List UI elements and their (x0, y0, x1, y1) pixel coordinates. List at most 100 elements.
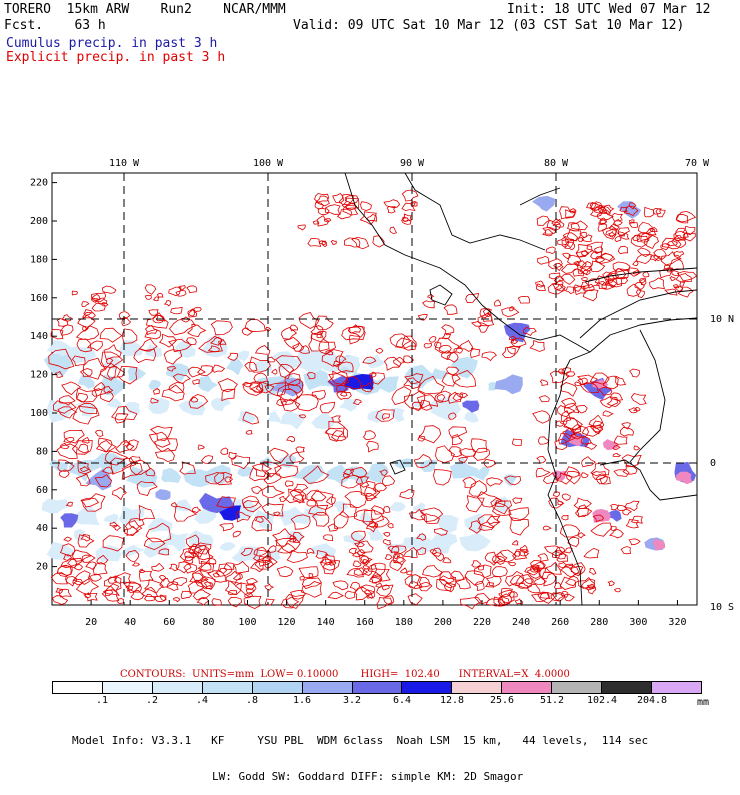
precip-contour (485, 598, 502, 607)
precip-contour (359, 211, 377, 226)
strong-cumulus-cell (617, 201, 642, 219)
precip-contour (54, 370, 64, 378)
precip-contour (560, 397, 577, 409)
precip-contour (679, 281, 686, 287)
precip-contour (295, 446, 305, 454)
cumulus-fill-cell (405, 364, 438, 389)
precip-contour (274, 464, 299, 479)
precip-contour (60, 442, 70, 449)
precip-contour (551, 591, 566, 602)
precip-contour (486, 515, 501, 525)
precip-contour (443, 304, 458, 315)
precip-contour (197, 560, 212, 571)
precip-contour (643, 206, 655, 218)
precip-contour (327, 591, 345, 600)
precip-contour (387, 522, 394, 529)
precip-contour (353, 509, 374, 522)
precip-contour (307, 238, 322, 247)
precip-contour (541, 571, 557, 587)
precip-contour (376, 584, 394, 597)
precip-contour (335, 355, 347, 364)
precip-contour (224, 580, 242, 596)
precip-contour (261, 485, 285, 498)
precip-contour (539, 379, 549, 386)
precip-contour (457, 340, 474, 352)
precip-contour (601, 282, 616, 290)
precip-contour (673, 284, 680, 289)
bottom-tick-label: 20 (85, 617, 97, 628)
precip-contour (372, 235, 385, 248)
precip-contour (343, 375, 362, 389)
precip-contour (342, 468, 354, 476)
precip-contour (52, 400, 77, 414)
precip-contour (628, 407, 638, 414)
precip-contour (82, 325, 89, 332)
colorbar-label: 6.4 (392, 695, 412, 706)
precip-contour (65, 501, 74, 507)
colorbar-label: 1.6 (292, 695, 312, 706)
cumulus-fill-cell (118, 340, 144, 356)
colorbar-swatch (302, 682, 353, 693)
precip-contour (86, 340, 103, 352)
precip-contour (529, 340, 545, 352)
precip-contour (77, 459, 92, 475)
cumulus-fill-cell (325, 464, 348, 485)
precip-contour (362, 565, 369, 570)
precip-contour (197, 444, 205, 451)
precip-contour (375, 347, 384, 354)
precip-contour (333, 511, 349, 529)
precip-contour (592, 420, 605, 429)
precip-contour (554, 283, 566, 292)
precip-contour (389, 226, 398, 235)
precip-contour (532, 575, 547, 585)
colorbar-swatch (352, 682, 403, 693)
precip-contour (544, 561, 562, 575)
precip-contour (81, 436, 90, 444)
precip-contour (590, 522, 613, 537)
precip-contour (522, 327, 537, 337)
precip-contour (459, 392, 469, 399)
precip-contour (284, 480, 294, 487)
precip-contour (561, 493, 571, 501)
precip-contour (276, 566, 294, 578)
precip-contour (548, 497, 565, 509)
precip-contour (91, 303, 106, 312)
colorbar-swatch (652, 682, 701, 693)
cumulus-fill-cell (303, 370, 334, 391)
precip-contour (143, 593, 157, 602)
precip-contour (468, 520, 482, 534)
precip-contour (271, 368, 278, 375)
precip-contour (212, 571, 220, 578)
precip-contour (227, 596, 243, 608)
precip-contour (158, 548, 170, 556)
precip-contour (579, 382, 599, 394)
precip-contour (180, 590, 192, 600)
cumulus-fill-cell (395, 458, 414, 469)
precip-contour (154, 447, 175, 463)
precip-contour (362, 509, 385, 529)
precip-contour (63, 437, 75, 444)
valid-time: Valid: 09 UTC Sat 10 Mar 12 (03 CST Sat … (293, 18, 685, 33)
precip-contour (124, 520, 143, 536)
precip-contour (298, 345, 310, 354)
colorbar-label: 25.6 (489, 695, 515, 706)
precip-contour (581, 472, 589, 479)
precip-contour (366, 492, 378, 501)
precip-contour (308, 331, 330, 352)
strong-cumulus-cell (532, 195, 556, 212)
precip-contour (217, 378, 238, 393)
precip-contour (75, 577, 100, 596)
precip-contour (289, 451, 305, 463)
colorbar-label: 204.8 (636, 695, 668, 706)
precip-contour (221, 388, 236, 402)
cumulus-fill-cell (198, 375, 218, 392)
cumulus-fill-cell (321, 350, 343, 373)
precip-contour (79, 466, 90, 472)
precip-contour (509, 306, 515, 312)
precip-contour (178, 285, 186, 291)
precip-contour (393, 356, 406, 368)
precip-contour (347, 324, 362, 334)
precip-contour (675, 227, 689, 239)
precip-contour (61, 314, 72, 322)
precip-contour (124, 525, 139, 537)
